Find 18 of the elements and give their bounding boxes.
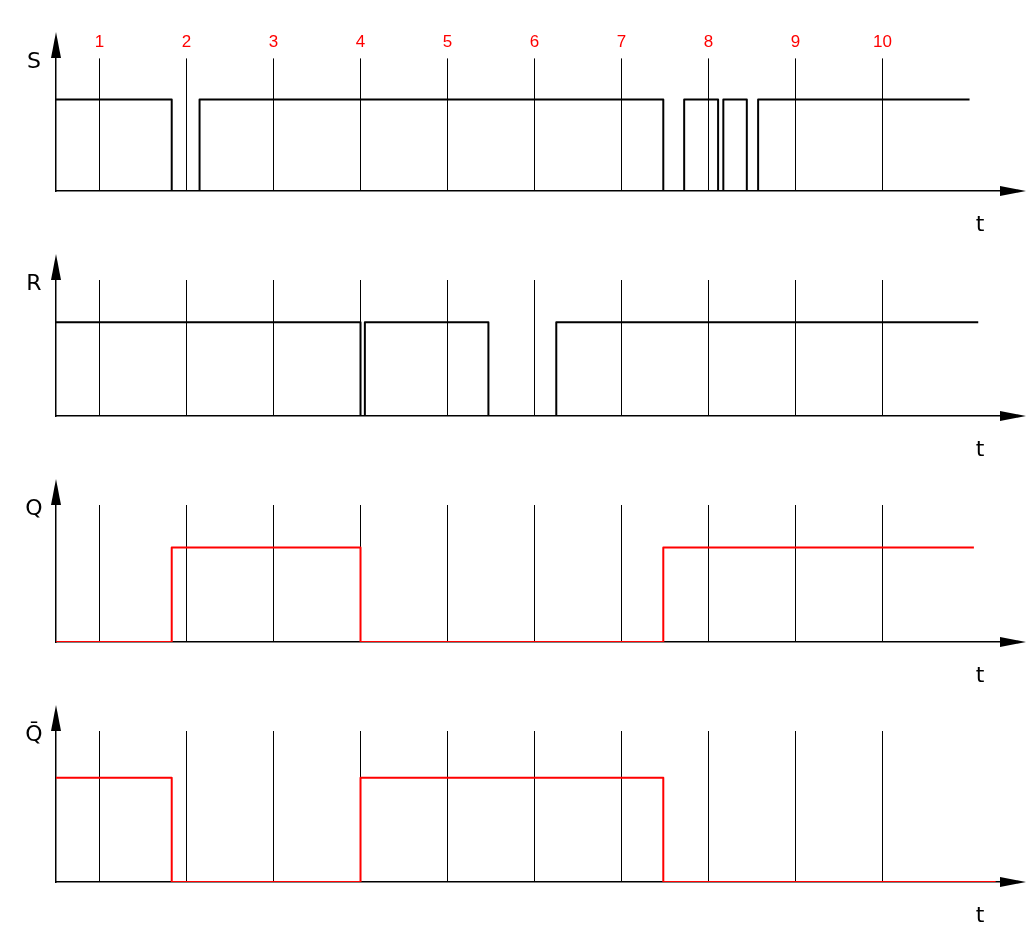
x-axis-title: t <box>975 211 985 236</box>
x-tick-label: 1 <box>94 31 105 51</box>
x-tick-label: 8 <box>703 31 714 51</box>
x-tick-label: 9 <box>790 31 801 51</box>
x-tick-label: 2 <box>181 31 192 51</box>
x-axis-title: t <box>975 902 985 927</box>
x-tick-label: 7 <box>616 31 627 51</box>
y-axis-title: Q <box>25 495 43 520</box>
x-tick-label: 4 <box>355 31 366 51</box>
x-axis-title: t <box>975 662 985 687</box>
x-tick-label: 5 <box>442 31 453 51</box>
y-axis-title: S <box>27 48 41 74</box>
x-axis-title: t <box>975 436 985 461</box>
y-axis-title: R <box>26 270 42 295</box>
x-tick-label: 6 <box>529 31 540 51</box>
y-axis-title: Q̄ <box>25 720 43 746</box>
x-tick-label: 10 <box>873 31 892 51</box>
x-tick-label: 3 <box>268 31 279 51</box>
